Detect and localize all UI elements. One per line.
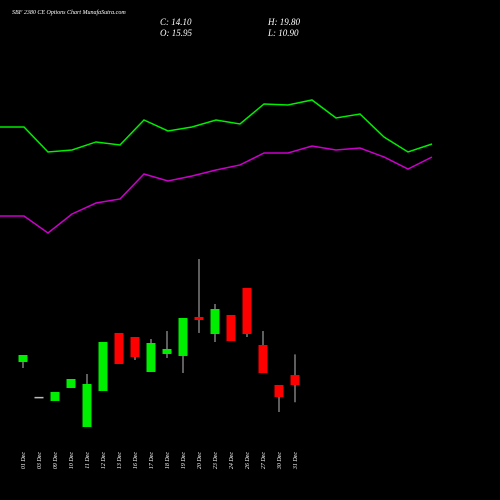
x-tick-label: 10 Dec (69, 452, 75, 469)
x-tick-label: 17 Dec (149, 452, 155, 469)
candle-body (210, 308, 220, 334)
indicator-line (0, 145, 433, 234)
x-tick-label: 20 Dec (197, 452, 203, 469)
candle-body (98, 341, 108, 392)
candle-body (82, 384, 92, 428)
readout-low: L: 10.90 (267, 28, 299, 38)
candle-body (258, 344, 268, 374)
x-tick-label: 19 Dec (181, 452, 187, 469)
chart-title: SBF 2380 CE Options Chart MunafaSutra.co… (12, 9, 126, 16)
x-tick-label: 27 Dec (261, 452, 267, 469)
x-tick-label: 30 Dec (277, 452, 283, 470)
indicator-line (0, 99, 433, 153)
readout-open: O: 15.95 (160, 28, 192, 38)
candle-body (114, 332, 124, 365)
readout-close: C: 14.10 (160, 17, 192, 27)
candle-body (274, 384, 284, 397)
x-tick-label: 01 Dec (21, 452, 27, 469)
x-tick-label: 11 Dec (85, 452, 91, 469)
candle-body (242, 287, 252, 334)
x-tick-label: 12 Dec (101, 452, 107, 469)
candle-body (290, 375, 300, 386)
candle-body (178, 317, 188, 356)
candle-body (226, 314, 236, 342)
x-tick-label: 26 Dec (245, 452, 251, 469)
candle-body (130, 337, 140, 358)
candle-body (66, 378, 76, 388)
x-tick-label: 13 Dec (117, 452, 123, 469)
candle-body (18, 355, 28, 363)
x-tick-label: 03 Dec (37, 452, 43, 469)
x-tick-label: 24 Dec (228, 452, 235, 469)
candle-body (34, 396, 44, 399)
x-tick-label: 31 Dec (293, 452, 299, 470)
candle-body (162, 348, 172, 354)
x-tick-label: 16 Dec (133, 452, 139, 469)
x-tick-label: 18 Dec (165, 452, 171, 469)
candle-body (194, 316, 204, 320)
candle-body (146, 342, 156, 372)
x-tick-label: 23 Dec (213, 452, 219, 469)
readout-high: H: 19.80 (267, 17, 300, 27)
x-tick-label: 09 Dec (53, 452, 59, 469)
candle-body (50, 391, 60, 401)
